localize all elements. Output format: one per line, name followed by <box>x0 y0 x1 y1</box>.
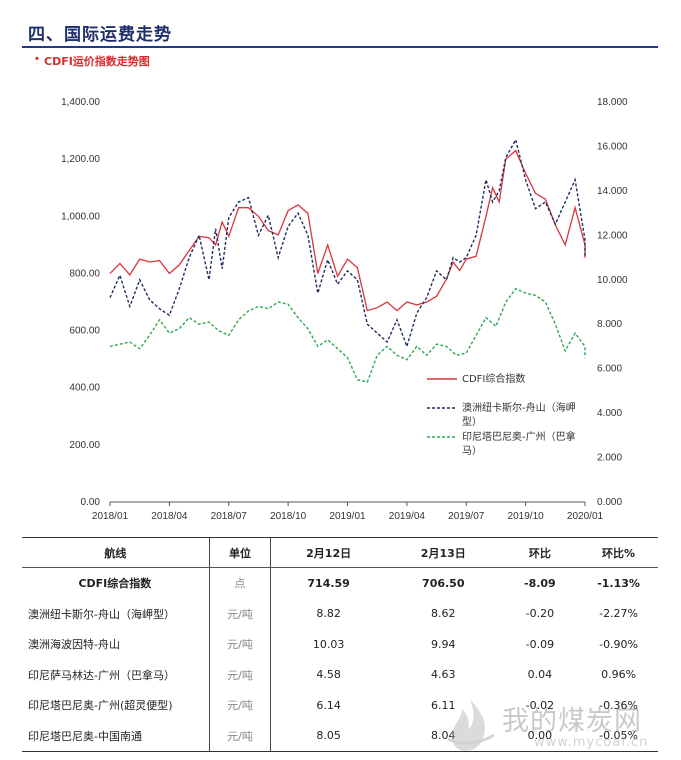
table-cell-chg: -8.09 <box>524 576 556 590</box>
chart-series <box>109 137 586 383</box>
chart-axes: 0.00 200.00 400.00 600.00 800.00 1,000.00 1,20… <box>61 97 628 522</box>
col-header-date1: 2月12日 <box>270 537 386 568</box>
y-left-tick-label: 400.00 <box>69 383 100 394</box>
table-cell-unit: 元/吨 <box>208 690 272 721</box>
table-cell-pct: -0.36% <box>599 698 639 712</box>
legend-label: 印尼塔巴尼奥-广州（巴拿马） <box>462 430 576 457</box>
table-cell-chg: 0.04 <box>527 668 553 682</box>
legend-label: CDFI综合指数 <box>462 372 525 385</box>
table-cell-d2: 4.63 <box>431 668 456 682</box>
y-right-tick-label: 8.000 <box>597 319 622 330</box>
table-cell-pct: -2.27% <box>599 607 639 621</box>
table-cell-route: 印尼塔巴尼奥-中国南通 <box>22 720 210 752</box>
table-row: CDFI综合指数 点 714.59 706.50 -8.09 -1.13% <box>22 567 658 599</box>
y-right-tick-label: 4.000 <box>597 408 622 419</box>
x-tick-label: 2019/04 <box>389 511 426 522</box>
table-cell-unit: 元/吨 <box>208 598 272 629</box>
y-right-tick-label: 18.000 <box>597 97 628 108</box>
table-cell-d1: 10.03 <box>312 637 345 651</box>
x-tick-label: 2020/01 <box>567 511 604 522</box>
y-left-tick-label: 0.00 <box>81 497 101 508</box>
table-cell-unit: 元/吨 <box>208 659 272 690</box>
y-left-tick-label: 1,400.00 <box>61 97 100 108</box>
table-cell-route: 澳洲海波因特-舟山 <box>28 638 120 652</box>
table-cell-d2: 706.50 <box>422 576 465 590</box>
freight-index-chart: 0.00 200.00 400.00 600.00 800.00 1,000.00 1,20… <box>61 97 628 522</box>
y-right-tick-label: 6.000 <box>597 364 622 375</box>
col-header-change-pct: 环比% <box>579 537 658 568</box>
x-tick-label: 2019/07 <box>448 511 485 522</box>
x-tick-label: 2018/07 <box>211 511 248 522</box>
series-newcastle-zhoushan-line <box>109 137 586 349</box>
table-row: 澳洲海波因特-舟山 元/吨 10.03 9.94 -0.09 -0.90% <box>22 629 658 660</box>
col-header-unit: 单位 <box>208 537 272 568</box>
table-cell-pct: -0.05% <box>579 720 658 752</box>
x-tick-label: 2018/01 <box>92 511 129 522</box>
chart-subtitle: CDFI运价指数走势图 <box>44 55 150 68</box>
y-left-tick-label: 600.00 <box>69 326 100 337</box>
table-cell-unit: 点 <box>208 567 272 599</box>
series-cdfi-line <box>109 149 586 312</box>
series-tabaneo-guangzhou-line <box>109 287 586 383</box>
table-cell-unit: 元/吨 <box>208 720 272 752</box>
table-cell-d1: 714.59 <box>307 576 350 590</box>
subtitle-bullet: • <box>35 53 39 65</box>
table-cell-chg: -0.09 <box>525 637 555 651</box>
table-cell-route: 印尼萨马林达-广州（巴拿马） <box>28 668 175 682</box>
table-cell-route: 澳洲纽卡斯尔-舟山（海岬型） <box>28 607 175 621</box>
table-cell-d2: 9.94 <box>431 637 456 651</box>
table-cell-d2: 6.11 <box>431 698 456 712</box>
y-right-tick-label: 2.000 <box>597 453 622 464</box>
y-left-tick-label: 1,200.00 <box>61 154 100 165</box>
table-cell-pct: -0.90% <box>599 637 639 651</box>
y-left-tick-label: 200.00 <box>69 440 100 451</box>
x-tick-label: 2019/01 <box>329 511 366 522</box>
y-left-tick-label: 1,000.00 <box>61 211 100 222</box>
section-title: 四、国际运费走势 <box>28 25 172 45</box>
table-header-row: 航线 单位 2月12日 2月13日 环比 环比% <box>22 537 658 568</box>
table-row: 印尼萨马林达-广州（巴拿马） 元/吨 4.58 4.63 0.04 0.96% <box>22 659 658 690</box>
table-row: 印尼塔巴尼奥-中国南通 元/吨 8.05 8.04 0.00 -0.05% <box>22 720 658 752</box>
x-tick-label: 2018/04 <box>151 511 188 522</box>
col-header-date2: 2月13日 <box>385 537 501 568</box>
table-cell-route: 印尼塔巴尼奥-广州(超灵便型) <box>28 699 173 713</box>
title-divider <box>22 46 658 48</box>
x-tick-label: 2019/10 <box>508 511 545 522</box>
table-cell-chg: 0.00 <box>500 720 580 752</box>
table-row: 印尼塔巴尼奥-广州(超灵便型) 元/吨 6.14 6.11 -0.02 -0.36% <box>22 690 658 721</box>
freight-rate-table: 航线 单位 2月12日 2月13日 环比 环比% CDFI综合指数 点 714.59… <box>22 537 658 752</box>
col-header-change: 环比 <box>500 537 580 568</box>
table-cell-d1: 8.05 <box>270 720 386 752</box>
table-cell-d2: 8.62 <box>431 607 456 621</box>
legend-label: 澳洲纽卡斯尔-舟山（海岬型） <box>462 401 576 428</box>
table-cell-chg: -0.20 <box>525 607 555 621</box>
table-cell-d2: 8.04 <box>385 720 501 752</box>
x-tick-label: 2018/10 <box>270 511 307 522</box>
y-right-tick-label: 16.000 <box>597 141 628 152</box>
table-cell-d1: 8.82 <box>316 607 341 621</box>
table-cell-unit: 元/吨 <box>208 629 272 660</box>
col-header-route: 航线 <box>22 537 210 568</box>
y-left-tick-label: 800.00 <box>69 268 100 279</box>
y-right-tick-label: 12.000 <box>597 230 628 241</box>
table-cell-d1: 4.58 <box>316 668 341 682</box>
table-cell-pct: -1.13% <box>597 576 640 590</box>
table-cell-pct: 0.96% <box>601 668 637 682</box>
table-row: 澳洲纽卡斯尔-舟山（海岬型） 元/吨 8.82 8.62 -0.20 -2.27% <box>22 598 658 629</box>
y-right-tick-label: 0.000 <box>597 497 622 508</box>
table-cell-chg: -0.02 <box>525 698 555 712</box>
y-right-tick-label: 10.000 <box>597 275 628 286</box>
table-cell-route: CDFI综合指数 <box>78 577 152 591</box>
table-cell-d1: 6.14 <box>316 698 341 712</box>
y-right-tick-label: 14.000 <box>597 186 628 197</box>
